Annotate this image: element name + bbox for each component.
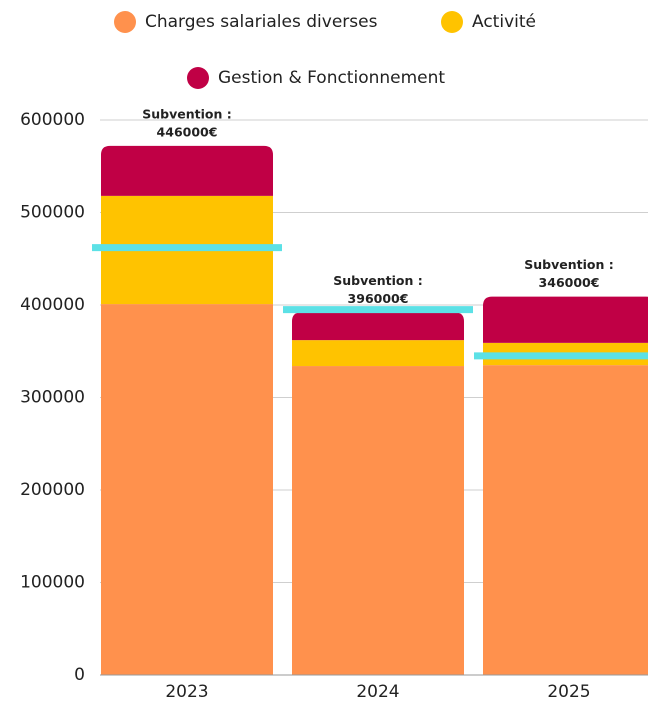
annotation: Subvention :	[333, 273, 422, 288]
legend-swatch	[441, 11, 463, 33]
bar-segment	[483, 296, 648, 343]
legend-label: Activité	[472, 12, 536, 32]
bar-segment	[101, 145, 273, 196]
y-tick-label: 200000	[20, 480, 85, 500]
legend-label: Charges salariales diverses	[145, 12, 378, 32]
legend-swatch	[187, 67, 209, 89]
y-tick-label: 600000	[20, 110, 85, 130]
x-tick-label: 2024	[356, 682, 399, 702]
bar-segment	[101, 304, 273, 675]
bar-segment	[292, 366, 464, 675]
y-tick-label: 400000	[20, 295, 85, 315]
y-tick-label: 500000	[20, 203, 85, 223]
x-tick-label: 2023	[165, 682, 208, 702]
y-tick-label: 0	[74, 665, 85, 685]
x-tick-label: 2025	[547, 682, 590, 702]
bar-segment	[292, 312, 464, 341]
bar-segment	[292, 340, 464, 367]
legend-label: Gestion & Fonctionnement	[218, 68, 445, 88]
annotation: 446000€	[157, 124, 218, 139]
y-tick-label: 100000	[20, 573, 85, 593]
annotation: Subvention :	[524, 257, 613, 272]
annotation: 396000€	[348, 291, 409, 306]
bar-segment	[483, 365, 648, 675]
annotation: Subvention :	[142, 106, 231, 121]
legend-swatch	[114, 11, 136, 33]
y-tick-label: 300000	[20, 388, 85, 408]
annotation: 346000€	[539, 275, 600, 290]
